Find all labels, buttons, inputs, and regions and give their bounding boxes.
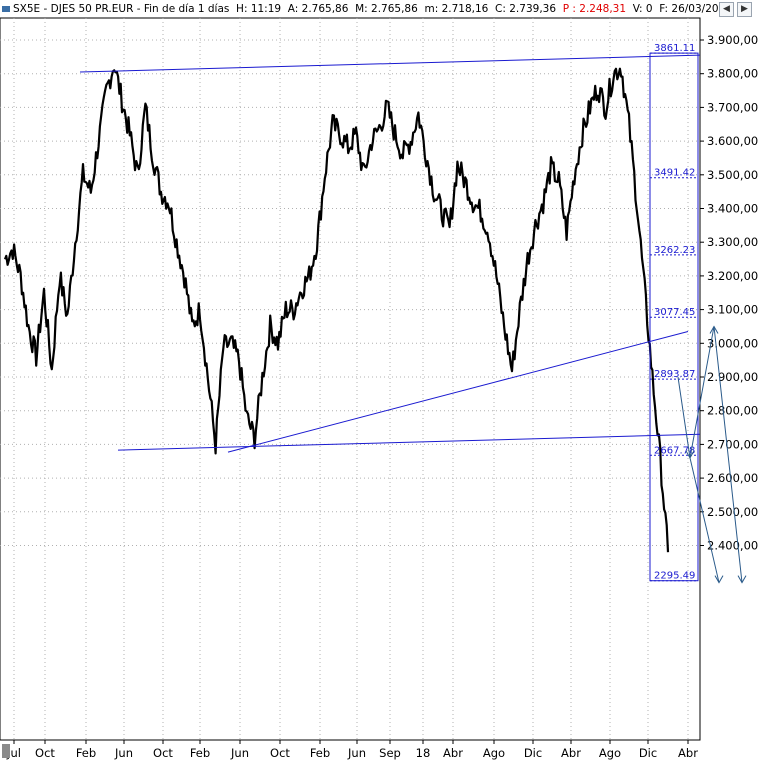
x-tick-label: Sep [379,746,401,760]
x-tick-label: Oct [35,746,55,760]
fibonacci-level-label: 3077.45 [654,307,695,318]
y-tick-label: 2.500,00 [707,505,758,519]
x-tick-label: Feb [310,746,330,760]
plot-frame [0,17,701,741]
fibonacci-level-label: 3491.42 [654,168,695,179]
x-tick-label: Jun [230,746,249,760]
y-tick-label: 2.600,00 [707,471,758,485]
y-tick-label: 3.900,00 [707,33,758,47]
date-label: F: 26/03/2020 [659,3,732,15]
price-value: 2.248,31 [579,3,627,15]
x-tick-label: Jun [347,746,366,760]
high-label: M: 2.765,86 [355,3,418,15]
projection-path-branch [689,457,720,583]
scroll-marker [2,744,10,758]
price-prefix: P : [562,3,576,15]
x-tick-label: Feb [76,746,96,760]
y-tick-label: 2.400,00 [707,539,758,553]
y-tick-label: 2.800,00 [707,404,758,418]
y-tick-label: 2.900,00 [707,370,758,384]
projection-arrowhead [737,575,747,584]
trend-line [117,433,701,451]
x-tick-label: Ago [483,746,505,760]
y-tick-label: 3.600,00 [707,134,758,148]
scroll-right-button[interactable]: ▶ [737,2,752,17]
projection-path [677,326,743,583]
price-series-line [3,67,670,553]
x-tick-label: Abr [678,746,698,760]
x-tick-label: Dic [639,746,657,760]
y-tick-label: 3.800,00 [707,67,758,81]
trend-line [79,54,701,73]
trend-line [227,331,689,453]
low-label: m: 2.718,16 [424,3,489,15]
projection-arrowhead [685,450,695,459]
chart-menu-icon[interactable] [0,0,13,18]
y-tick-label: 3.700,00 [707,100,758,114]
scroll-left-button[interactable]: ◀ [719,2,734,17]
x-tick-label: Abr [443,746,463,760]
fibonacci-level-label: 3861.11 [654,43,695,54]
x-tick-label: Dic [524,746,542,760]
fibonacci-level-label: 2667.78 [654,445,695,456]
y-tick-label: 3.400,00 [707,202,758,216]
projection-arrowhead [714,575,724,584]
x-tick-label: Ago [599,746,621,760]
close-label: C: 2.739,36 [495,3,557,15]
fibonacci-level-label: 2893.87 [654,369,695,380]
period-label: Fin de día 1 días [143,3,230,15]
projection-arrowhead [709,325,719,334]
y-tick-label: 3.500,00 [707,168,758,182]
y-tick-label: 3.200,00 [707,269,758,283]
time-label: H: 11:19 [236,3,282,15]
x-tick-label: Oct [153,746,173,760]
y-tick-label: 3.100,00 [707,303,758,317]
x-tick-label: Feb [190,746,210,760]
y-tick-label: 2.700,00 [707,437,758,451]
x-tick-label: Abr [561,746,581,760]
y-tick-label: 3.000,00 [707,336,758,350]
chart-header: SX5E - DJES 50 PR.EUR - Fin de día 1 día… [0,0,761,18]
fibonacci-level-label: 2295.49 [654,571,695,582]
x-tick-label: 18 [416,746,431,760]
symbol-label: SX5E - DJES 50 PR.EUR [13,3,134,15]
x-tick-label: Oct [270,746,290,760]
x-tick-label: Jun [114,746,133,760]
open-label: A: 2.765,86 [287,3,349,15]
volume-label: V: 0 [632,3,653,15]
fibonacci-level-label: 3262.23 [654,245,695,256]
y-tick-label: 3.300,00 [707,235,758,249]
